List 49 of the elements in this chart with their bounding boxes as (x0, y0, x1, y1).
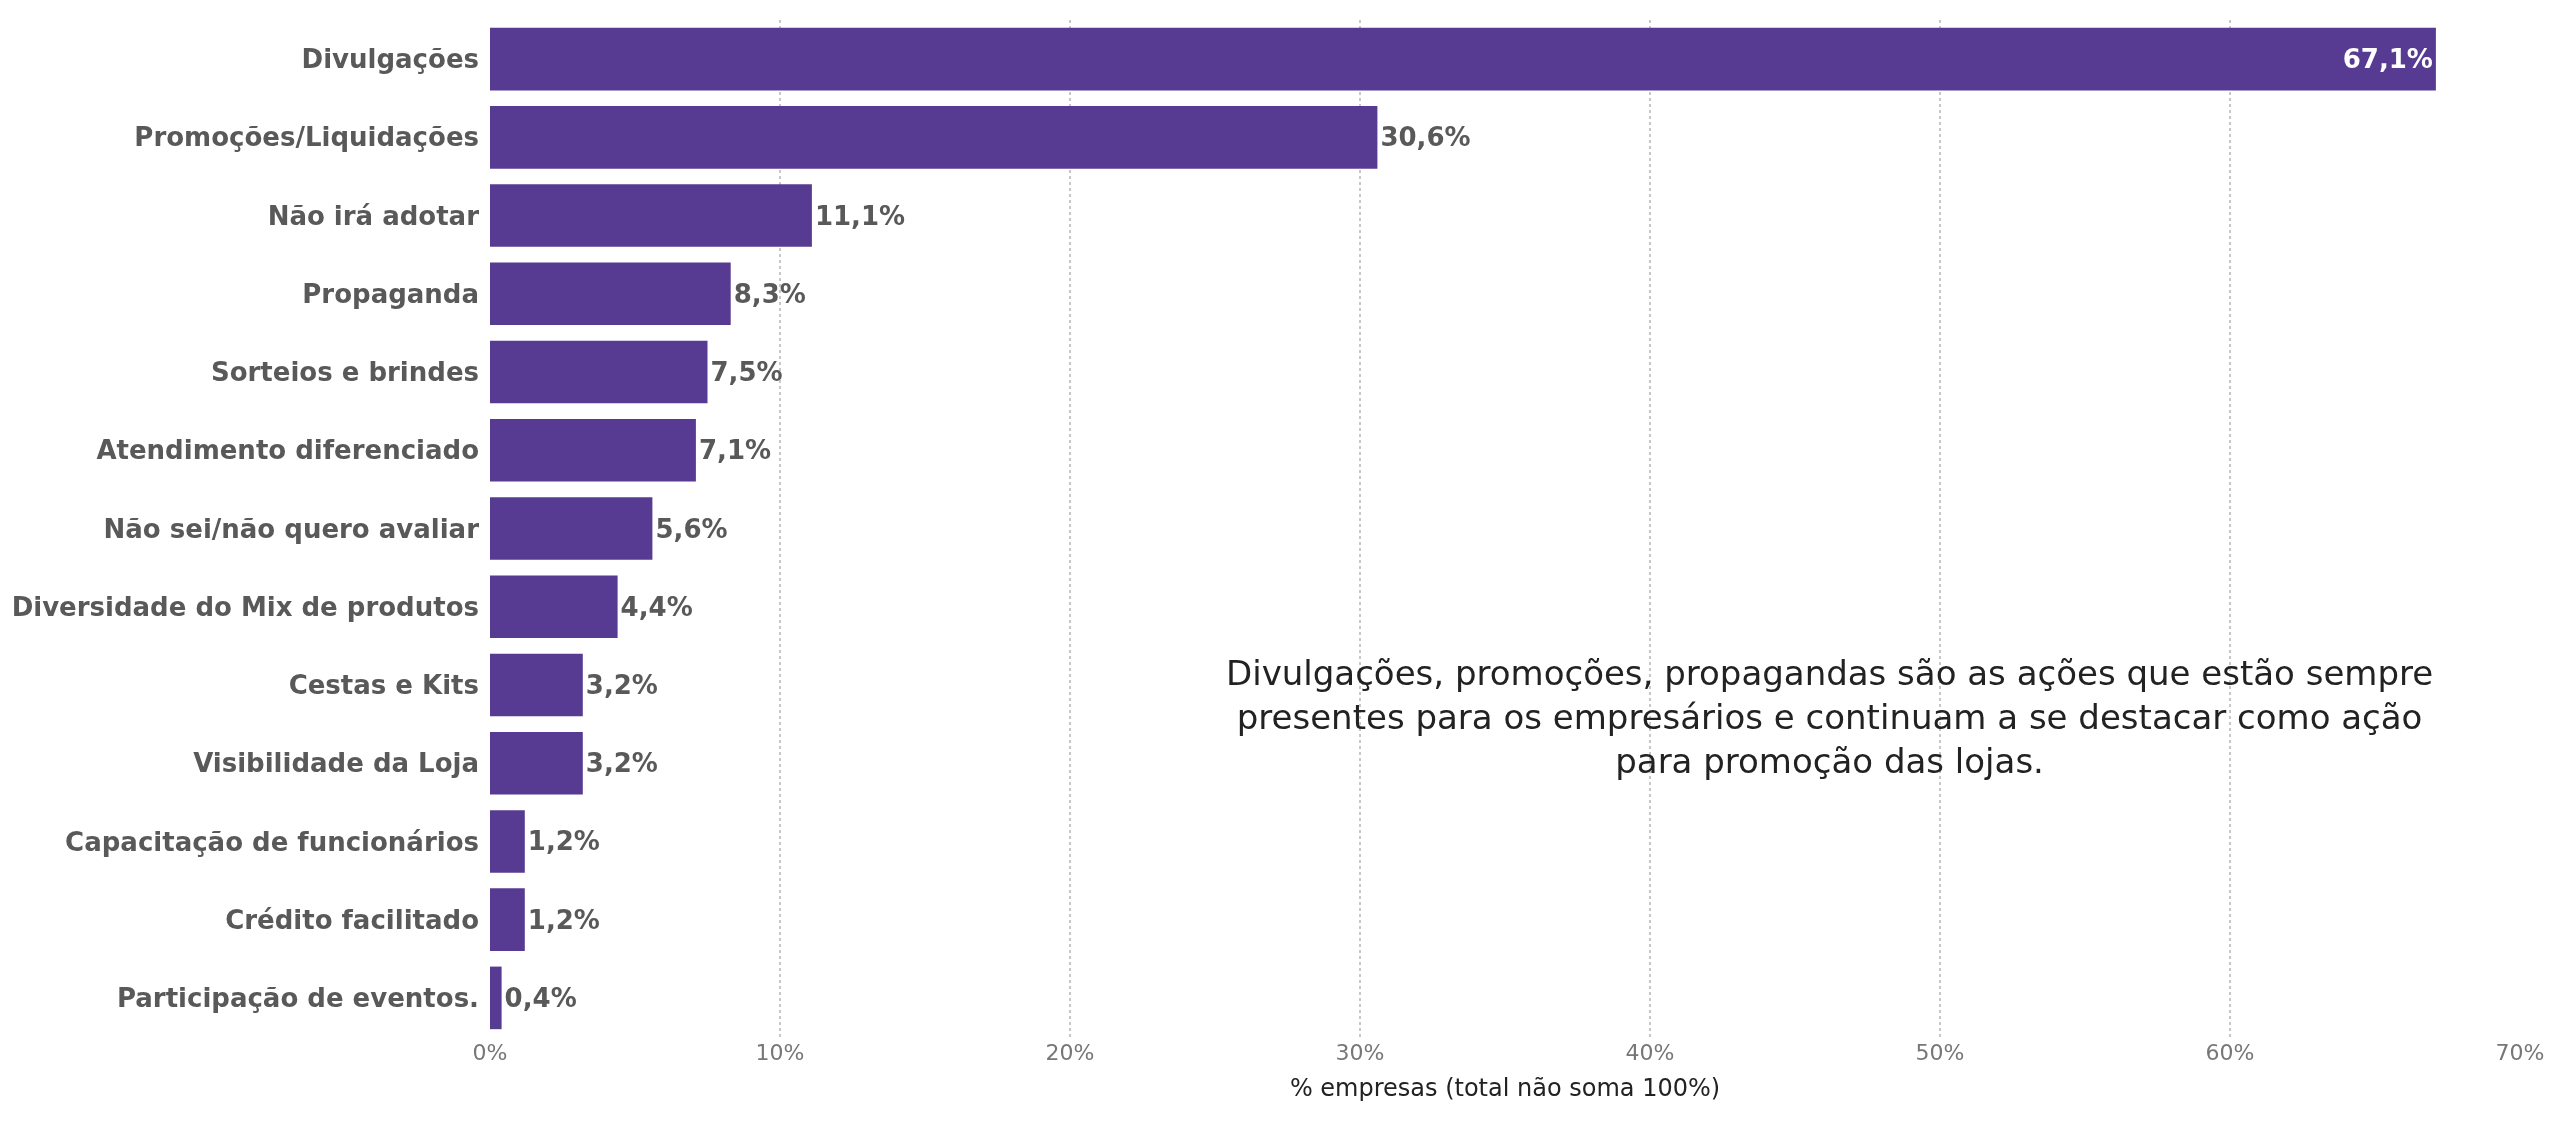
bar (490, 810, 525, 873)
data-label: 11,1% (814, 200, 906, 231)
data-label: 1,2% (527, 904, 600, 935)
y-tick-label: Sorteios e brindes (210, 357, 479, 388)
y-tick-label: Visibilidade da Loja (193, 748, 479, 779)
y-tick-label: Divulgações (301, 44, 479, 75)
data-label: 4,4% (620, 591, 693, 622)
x-axis-title: % empresas (total não soma 100%) (1289, 1074, 1721, 1103)
data-label: 3,2% (585, 748, 658, 779)
y-tick-label: Promoções/Liquidações (134, 122, 479, 153)
x-tick-label: 70% (2495, 1040, 2545, 1065)
data-label: 3,2% (585, 669, 658, 700)
data-label: 7,5% (710, 357, 783, 388)
y-tick-label: Crédito facilitado (225, 904, 479, 935)
bar (490, 497, 653, 560)
y-tick-label: Atendimento diferenciado (96, 435, 479, 466)
y-tick-label: Diversidade do Mix de produtos (11, 591, 479, 622)
x-tick-label: 30% (1335, 1040, 1385, 1065)
bar (490, 418, 696, 482)
y-tick-label: Não sei/não quero avaliar (103, 513, 480, 544)
x-tick-label: 0% (472, 1040, 508, 1065)
data-label: 67,1% (2342, 44, 2433, 75)
bar (490, 653, 583, 717)
y-tick-label: Capacitação de funcionários (65, 826, 479, 857)
data-label: 0,4% (504, 982, 577, 1013)
bar (490, 888, 525, 951)
data-label: 7,1% (698, 435, 772, 466)
data-label: 30,6% (1380, 122, 1471, 153)
x-tick-label: 60% (2205, 1040, 2255, 1065)
bar (490, 262, 731, 326)
bar (490, 184, 812, 247)
bar (490, 340, 708, 404)
y-tick-label: Não irá adotar (267, 200, 480, 231)
y-tick-label: Propaganda (302, 278, 479, 309)
annotation: Divulgações, promoções, propagandas são as ações que estão sempre presentes para os empresários e continuam a se destacar como ação para promoção das lojas. (1226, 653, 2434, 782)
data-label: 1,2% (527, 826, 600, 857)
bar (490, 106, 1378, 169)
y-tick-label: Cestas e Kits (288, 670, 479, 701)
y-tick-label: Participação de eventos. (116, 982, 479, 1013)
data-label: 8,3% (733, 278, 806, 309)
x-tick-label: 10% (755, 1040, 805, 1065)
x-tick-label: 50% (1915, 1040, 1965, 1065)
x-tick-label: 20% (1045, 1040, 1095, 1065)
bar (490, 575, 618, 639)
x-tick-label: 40% (1625, 1040, 1675, 1065)
bar (490, 731, 583, 795)
data-label: 5,6% (655, 513, 728, 544)
bar (490, 966, 502, 1030)
bar (490, 27, 2436, 91)
